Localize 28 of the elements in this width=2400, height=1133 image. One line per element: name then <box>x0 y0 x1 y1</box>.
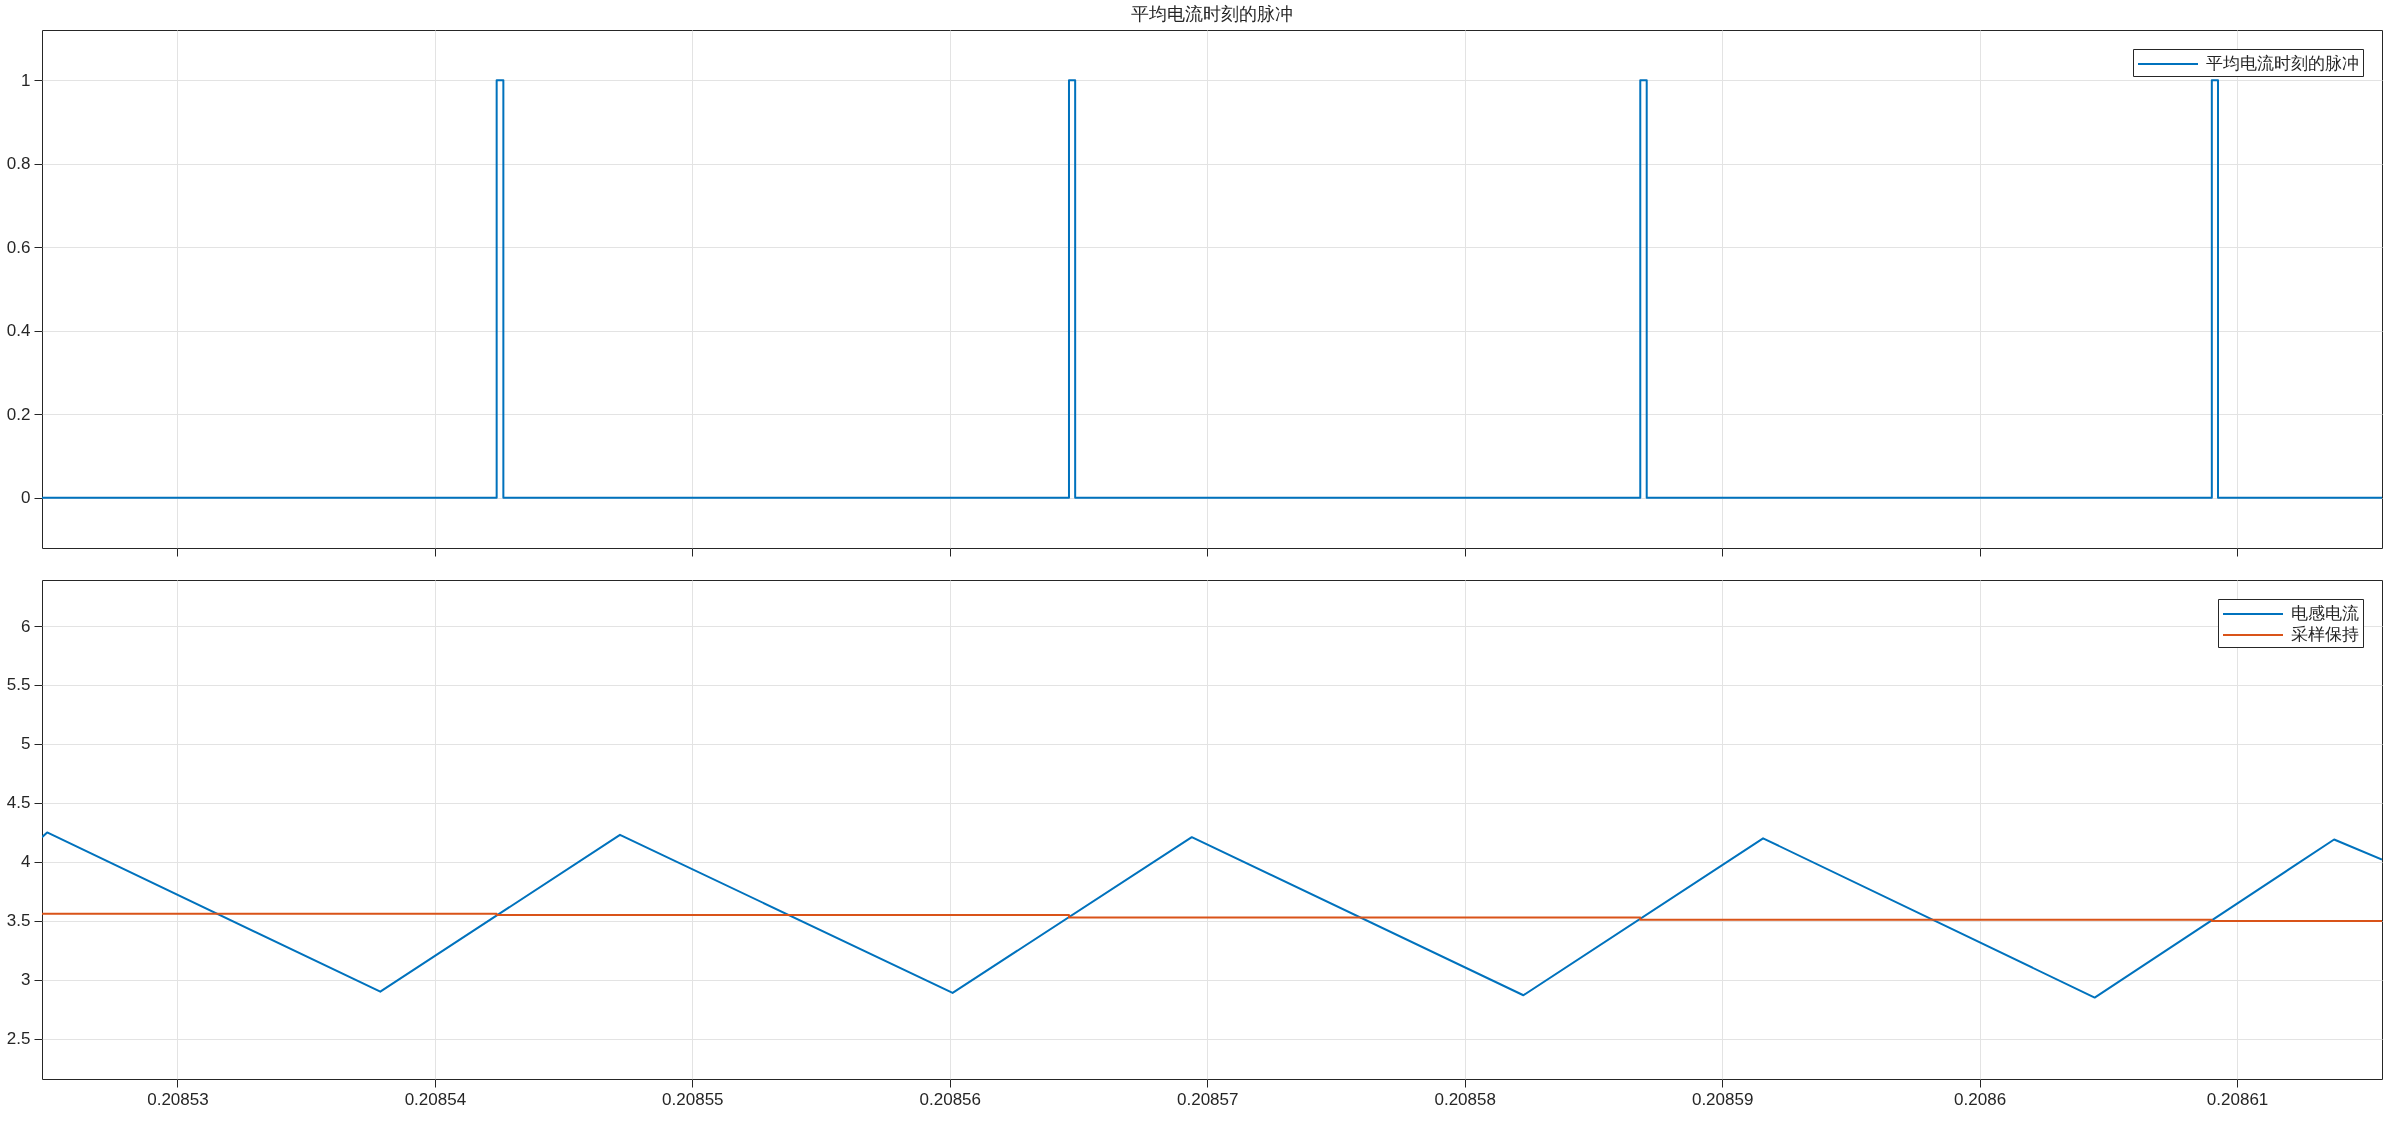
chart-title: 平均电流时刻的脉冲 <box>1131 4 1293 24</box>
y-tick-label: 5.5 <box>6 675 31 695</box>
y-tick-label: 0.8 <box>6 154 31 174</box>
legend-label: 采样保持 <box>2291 625 2359 644</box>
x-tick-label: 0.2086 <box>1954 1089 2007 1109</box>
y-tick-label: 4.5 <box>6 793 31 813</box>
y-tick-label: 3.5 <box>6 911 31 931</box>
x-tick-label: 0.20861 <box>2206 1089 2269 1109</box>
legend-label: 电感电流 <box>2291 604 2359 623</box>
x-tick-label: 0.20859 <box>1691 1089 1754 1109</box>
y-tick-label: 0.6 <box>6 237 31 257</box>
legend-label: 平均电流时刻的脉冲 <box>2206 54 2359 73</box>
y-tick-label: 1 <box>21 70 31 90</box>
x-tick-label: 0.20858 <box>1434 1089 1496 1109</box>
y-tick-label: 2.5 <box>6 1029 31 1049</box>
y-tick-label: 0 <box>21 488 31 508</box>
x-tick-label: 0.20857 <box>1177 1089 1239 1109</box>
y-tick-label: 0.4 <box>6 321 31 341</box>
y-tick-label: 5 <box>21 734 31 754</box>
x-tick-label: 0.20856 <box>919 1089 982 1109</box>
y-tick-label: 6 <box>21 616 31 636</box>
line-series <box>42 831 2382 999</box>
y-tick-label: 4 <box>21 852 31 872</box>
x-tick-label: 0.20854 <box>404 1089 467 1109</box>
x-tick-label: 0.20853 <box>147 1089 209 1109</box>
y-tick-label: 3 <box>21 970 31 990</box>
y-tick-label: 0.2 <box>6 404 31 424</box>
x-tick-label: 0.20855 <box>662 1089 724 1109</box>
